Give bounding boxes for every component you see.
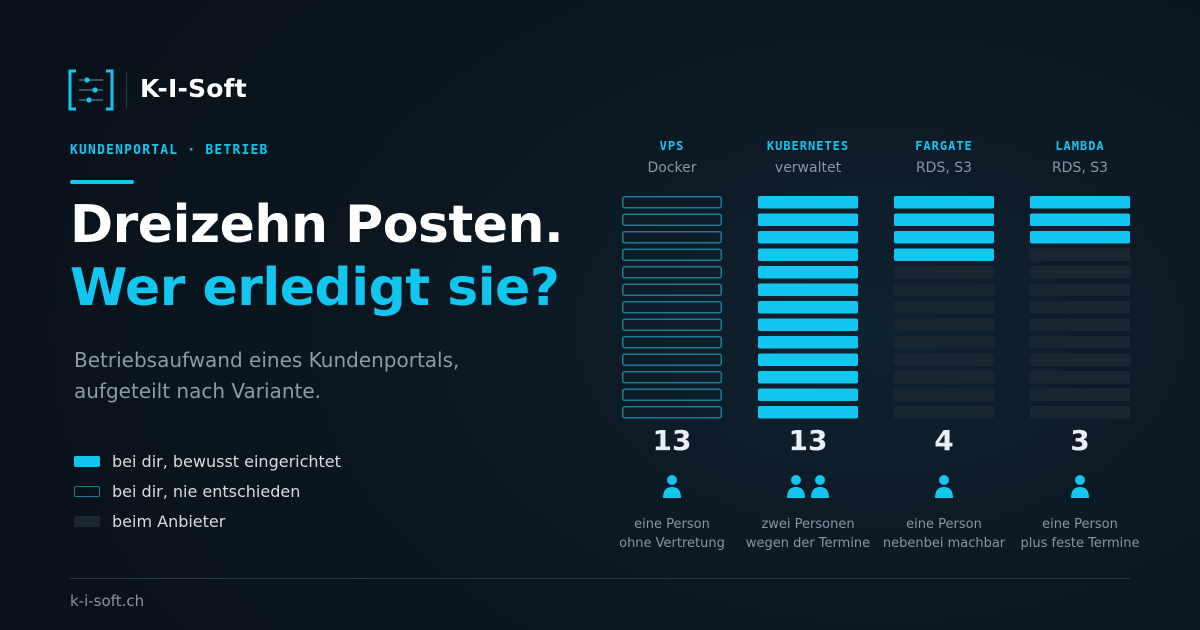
column-count: 13 bbox=[653, 424, 692, 457]
column-note-line1: eine Person bbox=[634, 517, 710, 532]
column-title: KUBERNETES bbox=[767, 139, 849, 153]
bar-segment-own bbox=[894, 248, 994, 261]
column-title: LAMBDA bbox=[1055, 139, 1104, 153]
legend-item-provider: beim Anbieter bbox=[74, 506, 341, 536]
bar-segment-provider bbox=[1030, 371, 1130, 384]
bar-segment-provider bbox=[894, 266, 994, 279]
person-icon bbox=[787, 475, 805, 498]
column-subtitle: Docker bbox=[647, 160, 696, 176]
legend-label: bei dir, bewusst eingerichtet bbox=[112, 451, 341, 471]
legend-item-filled: bei dir, bewusst eingerichtet bbox=[74, 446, 341, 476]
bar-segment-undecided bbox=[622, 371, 722, 384]
person-icon bbox=[811, 475, 829, 498]
person-icon bbox=[663, 475, 681, 498]
bar-segment-undecided bbox=[622, 248, 722, 261]
column-note-line2: plus feste Termine bbox=[1021, 536, 1140, 551]
bar-segment-provider bbox=[894, 353, 994, 366]
bar-segment-undecided bbox=[622, 283, 722, 296]
bar-segment-provider bbox=[894, 283, 994, 296]
bar-segment-own bbox=[758, 301, 858, 314]
legend-swatch-filled bbox=[74, 455, 100, 467]
column-subtitle: verwaltet bbox=[775, 160, 842, 176]
person-icon bbox=[935, 475, 953, 498]
bar-segment-own bbox=[758, 196, 858, 209]
bar-segment-own bbox=[758, 283, 858, 296]
bar-segment-provider bbox=[894, 371, 994, 384]
column-note-line2: nebenbei machbar bbox=[883, 536, 1006, 551]
column-subtitle: RDS, S3 bbox=[1052, 160, 1108, 176]
logo-icon bbox=[68, 69, 114, 111]
bar-segment-own bbox=[1030, 196, 1130, 209]
bar-segment-provider bbox=[894, 406, 994, 419]
bar-segment-own bbox=[758, 231, 858, 244]
footer-divider bbox=[70, 578, 1130, 579]
person-icon bbox=[1071, 475, 1089, 498]
column-count: 4 bbox=[934, 424, 953, 457]
bar-segment-provider bbox=[1030, 353, 1130, 366]
accent-bar bbox=[70, 180, 134, 184]
bar-segment-provider bbox=[1030, 318, 1130, 331]
footer-url[interactable]: k-i-soft.ch bbox=[70, 592, 145, 610]
bar-segment-provider bbox=[1030, 301, 1130, 314]
bar-segment-own bbox=[758, 336, 858, 349]
column-title: VPS bbox=[660, 139, 685, 153]
bar-segment-provider bbox=[1030, 406, 1130, 419]
column-count: 13 bbox=[789, 424, 828, 457]
legend-swatch-provider bbox=[74, 515, 100, 527]
column-subtitle: RDS, S3 bbox=[916, 160, 972, 176]
bar-segment-provider bbox=[1030, 248, 1130, 261]
bar-segment-provider bbox=[1030, 336, 1130, 349]
bar-segment-undecided bbox=[622, 318, 722, 331]
column-note-line2: wegen der Termine bbox=[746, 536, 870, 551]
bar-segment-undecided bbox=[622, 388, 722, 401]
bar-segment-provider bbox=[894, 301, 994, 314]
bar-segment-own bbox=[758, 318, 858, 331]
bar-segment-own bbox=[758, 406, 858, 419]
column-note-line2: ohne Vertretung bbox=[619, 536, 725, 551]
bar-segment-undecided bbox=[622, 196, 722, 209]
bar-segment-own bbox=[758, 353, 858, 366]
bar-segment-undecided bbox=[622, 301, 722, 314]
bar-segment-undecided bbox=[622, 266, 722, 279]
legend: bei dir, bewusst eingerichtet bei dir, n… bbox=[74, 446, 341, 536]
column-title: FARGATE bbox=[915, 139, 973, 153]
bar-segment-provider bbox=[1030, 283, 1130, 296]
bar-segment-own bbox=[758, 213, 858, 226]
bar-segment-own bbox=[894, 231, 994, 244]
bar-segment-provider bbox=[1030, 388, 1130, 401]
bar-segment-undecided bbox=[622, 406, 722, 419]
column-note-line1: zwei Personen bbox=[761, 517, 854, 532]
column-count: 3 bbox=[1070, 424, 1089, 457]
page-title-line2: Wer erledigt sie? bbox=[70, 258, 560, 318]
page-title-line1: Dreizehn Posten. bbox=[70, 195, 564, 255]
bar-segment-provider bbox=[894, 388, 994, 401]
bar-segment-own bbox=[1030, 213, 1130, 226]
legend-swatch-outline bbox=[74, 485, 100, 497]
legend-item-outline: bei dir, nie entschieden bbox=[74, 476, 341, 506]
bar-segment-undecided bbox=[622, 231, 722, 244]
bar-segment-undecided bbox=[622, 353, 722, 366]
column-note-line1: eine Person bbox=[1042, 517, 1118, 532]
bar-segment-own bbox=[758, 248, 858, 261]
brand-name: K-I-Soft bbox=[140, 74, 247, 103]
legend-label: bei dir, nie entschieden bbox=[112, 481, 301, 501]
bar-segment-undecided bbox=[622, 213, 722, 226]
bar-segment-own bbox=[758, 371, 858, 384]
logo-divider bbox=[126, 72, 127, 108]
bar-segment-own bbox=[1030, 231, 1130, 244]
legend-label: beim Anbieter bbox=[112, 511, 226, 531]
bar-segment-own bbox=[758, 388, 858, 401]
bar-segment-own bbox=[894, 196, 994, 209]
bar-segment-provider bbox=[894, 318, 994, 331]
bar-segment-own bbox=[758, 266, 858, 279]
bar-segment-provider bbox=[894, 336, 994, 349]
subtitle: Betriebsaufwand eines Kundenportals, auf… bbox=[74, 348, 460, 403]
bar-segment-undecided bbox=[622, 336, 722, 349]
bar-segment-provider bbox=[1030, 266, 1130, 279]
column-note-line1: eine Person bbox=[906, 517, 982, 532]
bar-segment-own bbox=[894, 213, 994, 226]
eyebrow: KUNDENPORTAL · BETRIEB bbox=[70, 143, 269, 158]
